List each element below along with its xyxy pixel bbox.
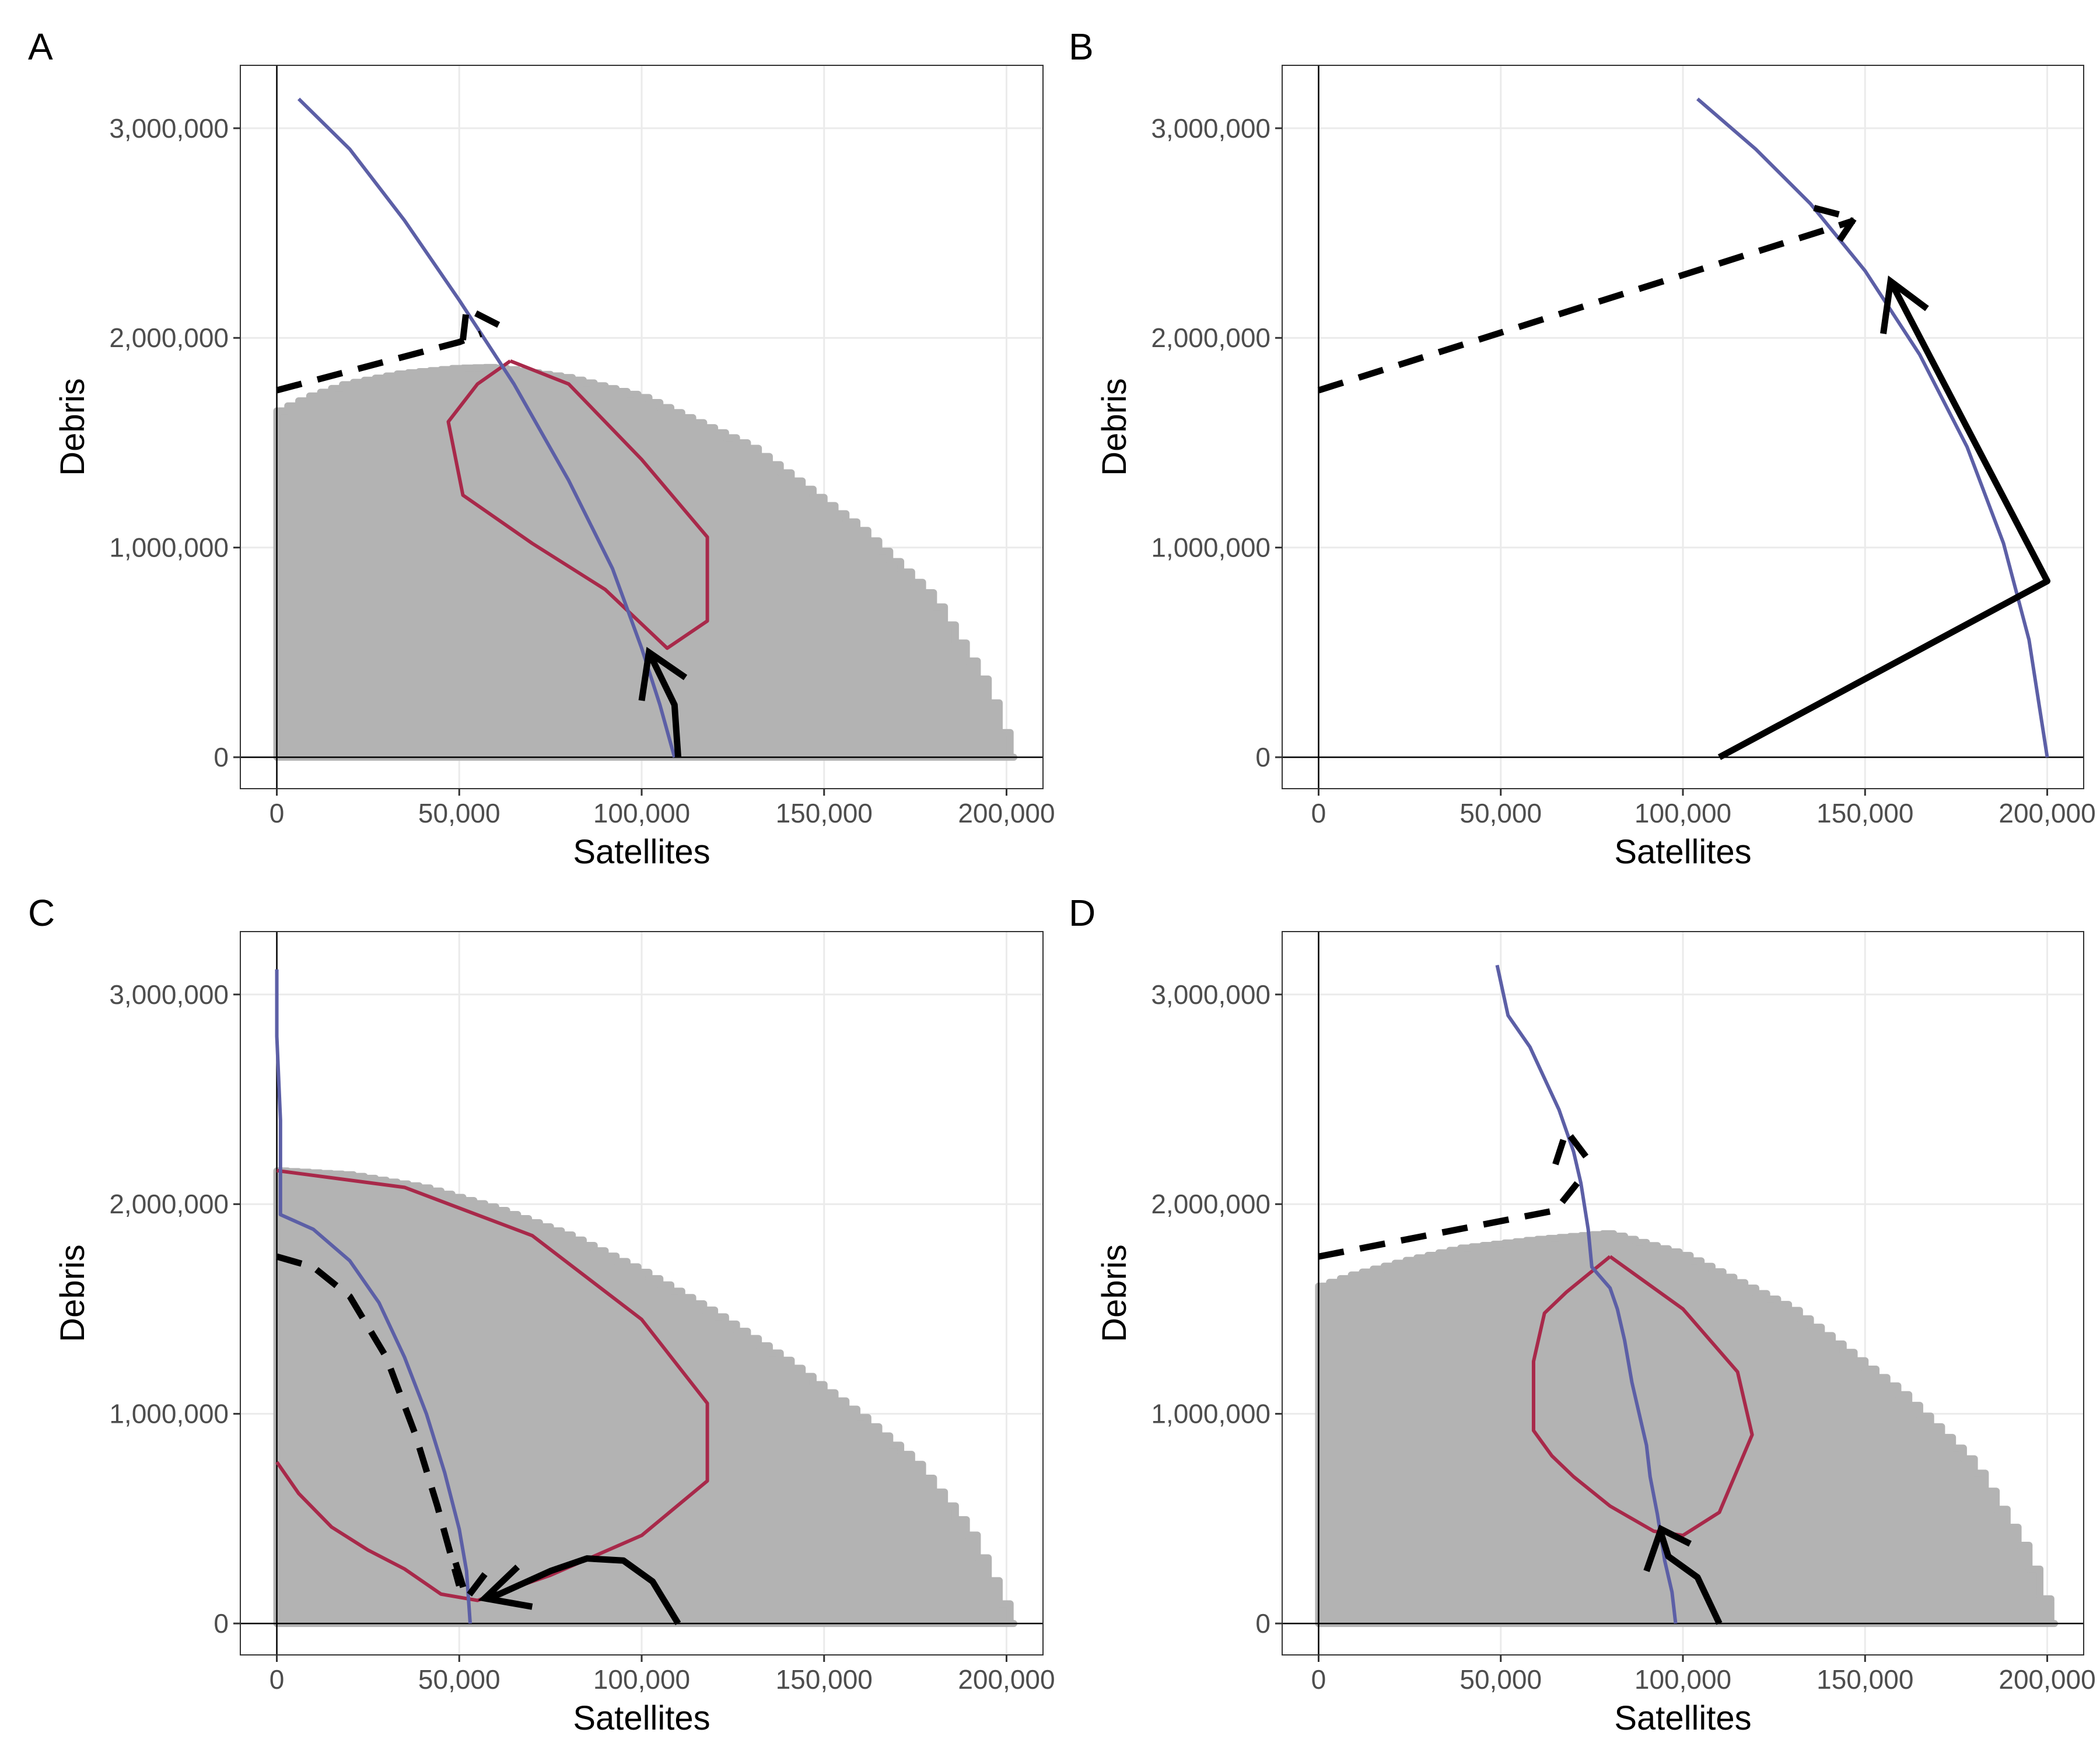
x-tick-label: 0 (1311, 1664, 1326, 1695)
feasible-region (273, 363, 1017, 761)
x-tick-label: 100,000 (593, 1664, 690, 1695)
x-tick-label: 100,000 (1634, 798, 1731, 828)
y-tick-label: 0 (214, 1608, 229, 1639)
solid-path (1717, 279, 2051, 760)
plot-area (240, 932, 1043, 1655)
solid-path-arrowhead (478, 1564, 533, 1610)
solid-path (484, 1555, 681, 1625)
x-tick-label: 50,000 (1460, 798, 1542, 828)
y-axis-title: Debris (54, 1244, 92, 1342)
y-tick-label: 2,000,000 (109, 1189, 229, 1219)
y-axis-title: Debris (1096, 378, 1133, 476)
panel-letter: C (28, 892, 55, 934)
y-tick-label: 2,000,000 (1151, 323, 1270, 353)
feasible-region (1315, 1230, 2059, 1628)
panel-letter: B (1069, 26, 1094, 68)
dashed-path-arrowhead (452, 1562, 495, 1605)
x-axis-title: Satellites (1614, 1699, 1751, 1737)
x-tick-label: 50,000 (1460, 1664, 1542, 1695)
y-tick-label: 1,000,000 (109, 533, 229, 563)
y-axis-title: Debris (1096, 1244, 1133, 1342)
y-tick-label: 2,000,000 (109, 323, 229, 353)
dashed-path-arrowhead (1813, 205, 1860, 248)
x-tick-label: 200,000 (1999, 1664, 2095, 1695)
y-tick-label: 0 (1255, 1608, 1270, 1639)
y-axis-title: Debris (54, 378, 92, 476)
panel-d: D 0 50,000 100,000 150,000 200,000 0 1,000,000 2… (1069, 892, 2096, 1737)
dashed-path-arrowhead (460, 303, 501, 341)
y-tick-label: 3,000,000 (109, 979, 229, 1010)
dashed-path (276, 1253, 463, 1587)
y-tick-label: 3,000,000 (1151, 113, 1270, 144)
x-tick-label: 200,000 (1999, 798, 2095, 828)
panel-a: A 0 50,000 100,000 150,000 200,000 0 1,000,000 2… (28, 26, 1055, 871)
x-tick-label: 150,000 (1817, 798, 1913, 828)
x-tick-label: 0 (270, 798, 285, 828)
x-tick-label: 150,000 (1817, 1664, 1913, 1695)
y-tick-label: 0 (1255, 742, 1270, 772)
blue-curve (1495, 964, 1678, 1624)
solid-path (1658, 1532, 1723, 1625)
red-curve (1531, 1255, 1754, 1538)
dashed-path (276, 330, 482, 394)
x-axis-title: Satellites (573, 1699, 710, 1737)
panel-letter: D (1069, 892, 1096, 934)
plot-area (240, 65, 1043, 789)
blue-curve (297, 97, 677, 758)
solid-path-arrowhead (1643, 1524, 1692, 1573)
x-tick-label: 50,000 (418, 798, 501, 828)
solid-path-arrowhead (638, 646, 688, 701)
y-tick-label: 2,000,000 (1151, 1189, 1270, 1219)
x-tick-label: 150,000 (776, 1664, 873, 1695)
panel-letter: A (28, 26, 53, 68)
x-tick-label: 200,000 (958, 1664, 1055, 1695)
dashed-path-arrowhead (1552, 1124, 1595, 1167)
x-axis-title: Satellites (573, 833, 710, 871)
x-tick-label: 150,000 (776, 798, 873, 828)
red-curve (275, 1168, 709, 1602)
feasible-region (273, 1167, 1017, 1628)
dashed-path (1318, 1181, 1580, 1260)
y-tick-label: 3,000,000 (1151, 979, 1270, 1010)
panel-b: B 0 50,000 100,000 150,000 200,000 0 1,000,000 2… (1069, 26, 2096, 871)
x-tick-label: 200,000 (958, 798, 1055, 828)
y-tick-label: 1,000,000 (109, 1399, 229, 1429)
x-tick-label: 50,000 (418, 1664, 501, 1695)
red-curve (446, 359, 709, 650)
solid-path-arrowhead (1880, 275, 1929, 334)
y-tick-label: 3,000,000 (109, 113, 229, 144)
plot-area (1282, 65, 2084, 789)
y-tick-label: 0 (214, 742, 229, 772)
panel-c: C 0 50,000 100,000 150,000 200,000 0 1,000,000 2… (28, 892, 1055, 1737)
dashed-path (1317, 217, 1856, 394)
x-tick-label: 100,000 (1634, 1664, 1731, 1695)
x-tick-label: 100,000 (593, 798, 690, 828)
x-axis-title: Satellites (1614, 833, 1751, 871)
blue-curve (275, 969, 473, 1624)
x-tick-label: 0 (1311, 798, 1326, 828)
y-tick-label: 1,000,000 (1151, 1399, 1270, 1429)
blue-curve (1696, 97, 2049, 758)
x-tick-label: 0 (270, 1664, 285, 1695)
solid-path (646, 650, 682, 758)
y-tick-label: 1,000,000 (1151, 533, 1270, 563)
plot-area (1282, 932, 2084, 1655)
